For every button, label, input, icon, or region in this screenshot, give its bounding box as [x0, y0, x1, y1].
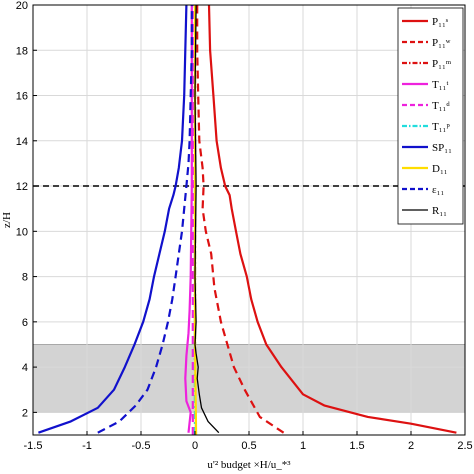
legend-label: T₁₁ᵗ	[432, 79, 449, 91]
y-tick-label: 14	[16, 136, 28, 148]
x-tick-label: -0.5	[132, 440, 151, 452]
tick-layer: -1.5 -1 -0.5 0 0.5 1 1.5 2 2.5 2 4 6 8 10 12 14 16 18 20	[16, 0, 473, 452]
x-tick-label: 2.5	[457, 440, 472, 452]
x-axis-label-text: u'² budget ×H/u_*³	[207, 459, 291, 471]
series-line	[97, 5, 193, 434]
y-tick-label: 6	[22, 317, 28, 329]
y-tick-label: 12	[16, 181, 28, 193]
y-tick-label: 10	[16, 226, 28, 238]
y-tick-label: 20	[16, 0, 28, 12]
y-tick-label: 2	[22, 407, 28, 419]
x-axis-label: u'² budget ×H/u_*³	[207, 459, 291, 471]
series-line	[184, 5, 193, 433]
legend-label: P₁₁ˢ	[432, 16, 449, 28]
legend-label: R₁₁	[432, 205, 447, 217]
x-tick-label: 1	[300, 440, 306, 452]
legend-label: SP₁₁	[432, 142, 452, 154]
series-line	[38, 4, 188, 434]
y-tick-label: 18	[16, 45, 28, 57]
x-tick-label: 0	[192, 440, 198, 452]
y-axis-label: z/H	[1, 212, 13, 228]
legend-label: D₁₁	[432, 163, 448, 175]
y-axis-label-text: z/H	[1, 212, 13, 228]
legend: P₁₁ˢ P₁₁ʷ P₁₁ᵐ T₁₁ᵗ T₁₁ᵈ T₁₁ᵖ SP₁₁ D₁₁ ε₁₁ R₁₁	[397, 7, 464, 225]
x-tick-label: 0.5	[241, 440, 256, 452]
legend-label: ε₁₁	[432, 184, 444, 196]
series-line	[194, 4, 220, 434]
legend-label: P₁₁ᵐ	[432, 58, 452, 70]
series-layer	[38, 4, 457, 436]
y-tick-label: 4	[22, 362, 28, 374]
series-line	[207, 4, 457, 434]
y-tick-label: 8	[22, 272, 28, 284]
legend-label: T₁₁ᵈ	[432, 100, 450, 112]
legend-label: T₁₁ᵖ	[432, 121, 450, 133]
legend-label: P₁₁ʷ	[432, 37, 451, 49]
legend-box	[397, 7, 464, 225]
x-tick-label: -1.5	[24, 440, 43, 452]
series-line	[196, 5, 285, 434]
y-tick-label: 16	[16, 91, 28, 103]
x-tick-label: 1.5	[349, 440, 364, 452]
x-tick-label: -1	[82, 440, 92, 452]
x-tick-label: 2	[408, 440, 414, 452]
